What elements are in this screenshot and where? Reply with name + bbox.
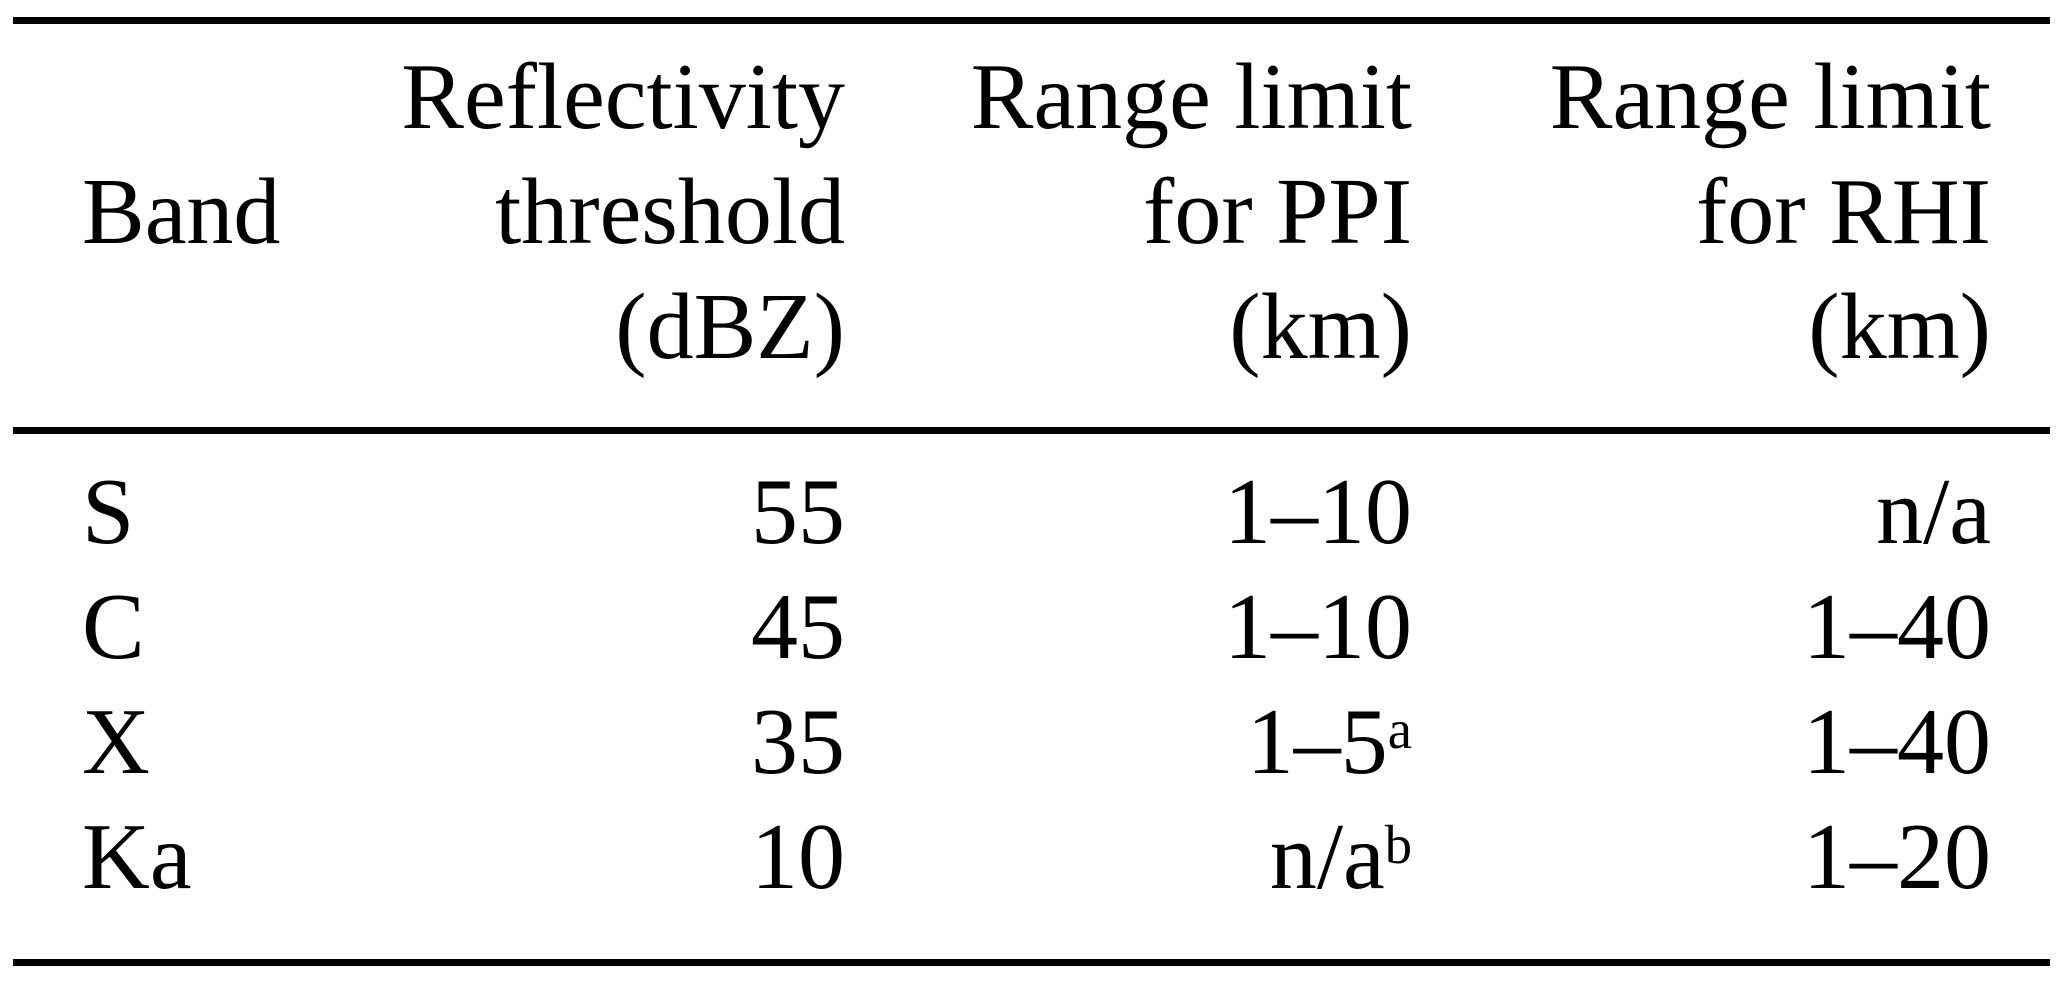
header-band-line2: Band [82,160,281,264]
cell-ppi-row1: 1–10 [845,455,1412,570]
header-col-band: Band [82,40,372,385]
cell-threshold-row4: 10 [751,805,845,909]
rhi-value: 1–20 [1803,805,1991,909]
cell-threshold-row2: 45 [751,575,845,679]
cell-ppi-row2: 1–10 [845,570,1412,685]
cell-band-row1: S [82,460,135,564]
ppi-footnote-marker: a [1387,699,1412,761]
header-col-ppi: Range limit for PPI (km) [845,40,1412,385]
rhi-value: n/a [1876,460,1991,564]
rhi-value: 1–40 [1803,690,1991,794]
header-ppi-line2: for PPI [1143,160,1412,264]
cell-rhi-row1: n/a [1412,455,1991,570]
table-bottom-rule [13,959,2050,966]
ppi-footnote-marker: b [1384,814,1412,876]
header-threshold-line2: threshold [495,160,845,264]
cell-rhi-row4: 1–20 [1412,800,1991,915]
ppi-value: 1–10 [1224,575,1412,679]
header-ppi-line3: (km) [1229,275,1412,379]
cell-threshold-row3: 35 [751,690,845,794]
table-header-row: Band Reflectivity threshold (dBZ) Range … [82,40,1991,385]
rhi-value: 1–40 [1803,575,1991,679]
cell-ppi-row4: n/ab [845,800,1412,915]
table-header-rule [13,427,2050,434]
header-rhi-line3: (km) [1808,275,1991,379]
cell-band-row3: X [82,690,150,794]
header-band-line3 [82,270,372,385]
header-threshold-line1: Reflectivity [401,45,845,149]
ppi-value: n/a [1269,805,1385,909]
header-col-threshold: Reflectivity threshold (dBZ) [372,40,845,385]
header-threshold-line3: (dBZ) [615,275,845,379]
cell-ppi-row3: 1–5a [845,685,1412,800]
cell-rhi-row2: 1–40 [1412,570,1991,685]
cell-band-row2: C [82,575,145,679]
table-body: S 55 1–10 n/a C 45 1–10 1–40 X 35 1–5a 1… [82,455,1991,915]
ppi-value: 1–5 [1246,690,1388,794]
ppi-value: 1–10 [1224,460,1412,564]
header-rhi-line1: Range limit [1549,45,1991,149]
cell-threshold-row1: 55 [751,460,845,564]
table-top-rule [13,17,2050,24]
cell-band-row4: Ka [82,805,192,909]
header-rhi-line2: for RHI [1696,160,1991,264]
header-col-rhi: Range limit for RHI (km) [1412,40,1991,385]
cell-rhi-row3: 1–40 [1412,685,1991,800]
header-ppi-line1: Range limit [970,45,1412,149]
header-band-line1 [82,40,372,155]
